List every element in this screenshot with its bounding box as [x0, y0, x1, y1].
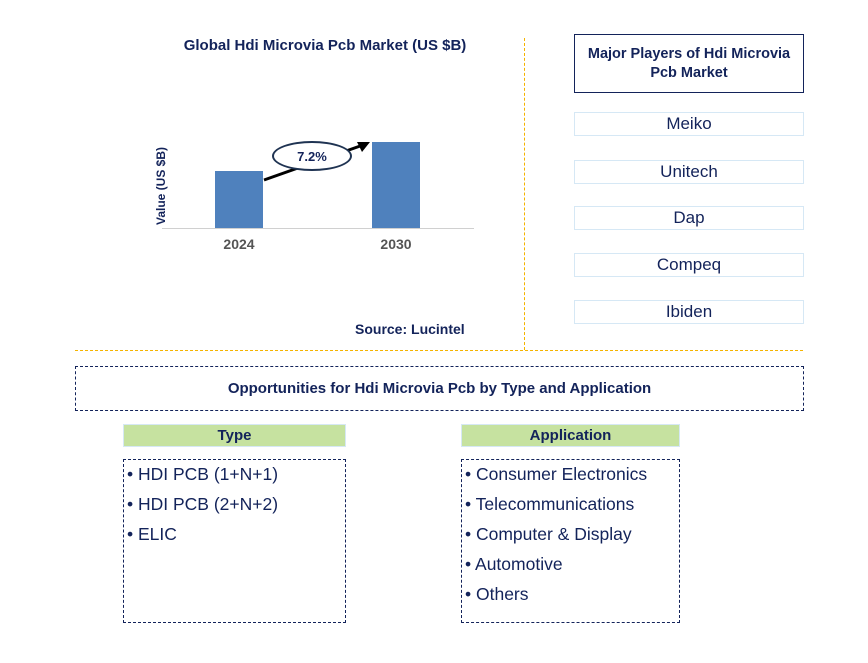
bar-2030 [372, 142, 420, 228]
vertical-divider [524, 38, 525, 350]
x-tick-2030: 2030 [380, 236, 412, 252]
player-compeq: Compeq [574, 253, 804, 277]
player-meiko: Meiko [574, 112, 804, 136]
cagr-badge: 7.2% [272, 141, 352, 171]
player-ibiden: Ibiden [574, 300, 804, 324]
list-item: • ELIC [127, 524, 177, 544]
horizontal-divider [75, 350, 803, 351]
player-dap: Dap [574, 206, 804, 230]
list-item: • Consumer Electronics [465, 464, 648, 484]
opportunities-heading: Opportunities for Hdi Microvia Pcb by Ty… [75, 366, 804, 411]
chart-title: Global Hdi Microvia Pcb Market (US $B) [183, 37, 467, 54]
y-axis-label: Value (US $B) [154, 146, 168, 225]
list-item: • Others [465, 584, 529, 604]
x-axis-line [162, 228, 474, 229]
list-item: • HDI PCB (1+N+1) [127, 464, 279, 484]
type-heading: Type [123, 424, 346, 447]
type-list: • HDI PCB (1+N+1) • HDI PCB (2+N+2) • EL… [123, 459, 346, 623]
player-unitech: Unitech [574, 160, 804, 184]
list-item: • Telecommunications [465, 494, 635, 514]
application-list: • Consumer Electronics • Telecommunicati… [461, 459, 680, 623]
list-item: • Automotive [465, 554, 563, 574]
list-item: • Computer & Display [465, 524, 632, 544]
x-tick-2024: 2024 [223, 236, 255, 252]
players-heading: Major Players of Hdi Microvia Pcb Market [574, 34, 804, 93]
list-item: • HDI PCB (2+N+2) [127, 494, 279, 514]
source-label: Source: Lucintel [355, 321, 465, 337]
application-heading: Application [461, 424, 680, 447]
bar-2024 [215, 171, 263, 228]
